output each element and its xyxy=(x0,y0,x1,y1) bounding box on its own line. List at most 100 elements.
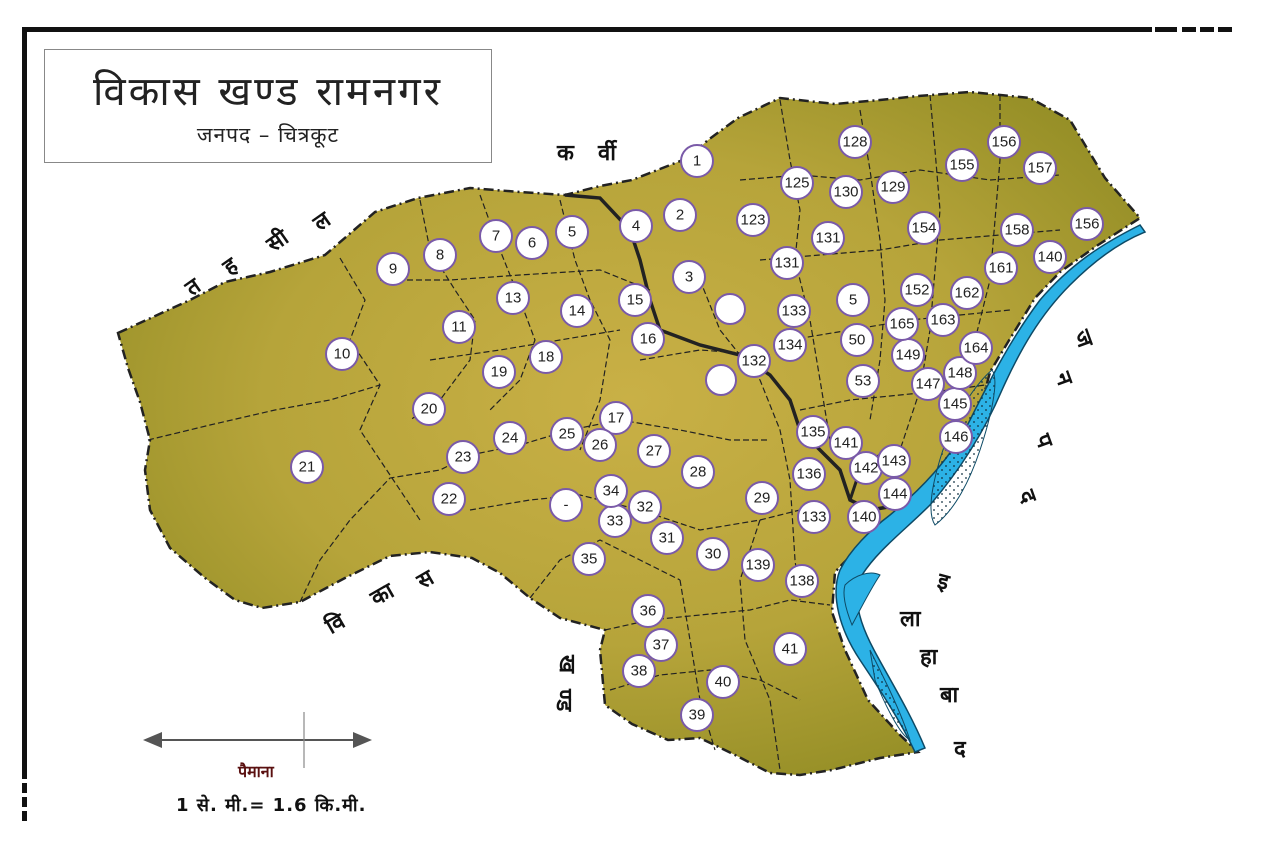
village-number: 2 xyxy=(676,207,684,224)
village-marker-circle xyxy=(560,294,594,328)
village-number: 125 xyxy=(784,175,809,192)
map-frame-dash xyxy=(1182,27,1196,32)
village-number: 134 xyxy=(777,337,802,354)
neighbour-label-northwest: ल xyxy=(308,207,336,237)
village-marker-circle xyxy=(885,307,919,341)
neighbour-label-northwest: ह xyxy=(218,252,244,281)
village-marker-circle xyxy=(796,415,830,449)
village-marker-circle xyxy=(325,337,359,371)
village-number: 144 xyxy=(882,486,907,503)
village-number: 18 xyxy=(538,349,555,366)
village-marker-circle xyxy=(741,548,775,582)
village-marker-circle xyxy=(631,322,665,356)
village-number: 10 xyxy=(334,346,351,363)
village-number: 147 xyxy=(915,376,940,393)
village-number: 140 xyxy=(1037,249,1062,266)
village-marker-circle xyxy=(785,564,819,598)
village-number: 156 xyxy=(1074,216,1099,233)
village-number: 25 xyxy=(559,426,576,443)
village-number: 5 xyxy=(849,292,857,309)
village-number: 3 xyxy=(685,269,693,286)
village-number: 140 xyxy=(851,509,876,526)
map-frame-dash xyxy=(1200,27,1214,32)
map-subtitle: जनपद – चित्रकूट xyxy=(196,123,340,147)
village-number: 5 xyxy=(568,224,576,241)
village-marker-circle xyxy=(878,477,912,511)
neighbour-label-southeast: ला xyxy=(899,607,922,632)
village-marker-circle xyxy=(1070,207,1104,241)
village-marker-circle xyxy=(777,294,811,328)
village-marker-circle xyxy=(423,238,457,272)
village-marker-circle xyxy=(550,417,584,451)
village-marker-circle xyxy=(797,500,831,534)
village-number: 8 xyxy=(436,247,444,264)
village-number: 146 xyxy=(943,429,968,446)
village-marker-circle xyxy=(811,221,845,255)
village-number: 139 xyxy=(745,557,770,574)
village-marker-circle xyxy=(907,211,941,245)
village-marker-circle xyxy=(829,426,863,460)
neighbour-label-east: न xyxy=(1049,368,1077,390)
village-marker-circle xyxy=(945,148,979,182)
village-marker-circle xyxy=(696,537,730,571)
village-marker-circle xyxy=(496,281,530,315)
village-number: 20 xyxy=(421,401,438,418)
village-marker-circle xyxy=(446,440,480,474)
village-number: 36 xyxy=(640,603,657,620)
village-number: 163 xyxy=(930,312,955,329)
village-marker-circle xyxy=(1023,151,1057,185)
village-number: 17 xyxy=(608,410,625,427)
village-marker-circle xyxy=(984,251,1018,285)
village-marker-circle xyxy=(926,303,960,337)
village-marker-circle xyxy=(714,293,746,325)
village-number: 53 xyxy=(855,373,872,390)
village-marker-circle xyxy=(773,632,807,666)
village-number: 129 xyxy=(880,179,905,196)
village-number: 33 xyxy=(607,513,624,530)
village-number: 29 xyxy=(754,490,771,507)
village-marker-circle xyxy=(555,215,589,249)
village-number: 7 xyxy=(492,228,500,245)
village-marker-circle xyxy=(619,209,653,243)
neighbour-label-southeast: इ xyxy=(934,569,953,597)
village-marker-circle xyxy=(622,654,656,688)
village-marker-circle xyxy=(780,166,814,200)
village-number: 31 xyxy=(659,530,676,547)
village-marker-circle xyxy=(1000,213,1034,247)
village-number: 1 xyxy=(693,153,701,170)
title-box: विकास खण्ड रामनगर जनपद – चित्रकूट xyxy=(44,49,492,163)
village-marker-circle xyxy=(736,203,770,237)
village-marker-circle xyxy=(631,594,665,628)
neighbour-label-east: ज xyxy=(1068,326,1098,352)
map-frame-dash xyxy=(22,811,27,821)
village-marker-circle xyxy=(836,283,870,317)
village-marker-circle xyxy=(846,364,880,398)
village-marker-circle xyxy=(644,628,678,662)
village-marker-circle xyxy=(773,328,807,362)
village-number: 164 xyxy=(963,340,988,357)
village-number: 133 xyxy=(801,509,826,526)
village-marker-circle xyxy=(680,144,714,178)
village-number: 133 xyxy=(781,303,806,320)
village-marker-circle xyxy=(599,401,633,435)
village-marker-circle xyxy=(939,420,973,454)
village-number: 40 xyxy=(715,674,732,691)
neighbour-label-east: द xyxy=(1013,486,1041,508)
village-marker-circle xyxy=(594,474,628,508)
village-number: 39 xyxy=(689,707,706,724)
scale-bar xyxy=(143,712,372,768)
village-marker-circle xyxy=(838,125,872,159)
village-number: 38 xyxy=(631,663,648,680)
village-marker-circle xyxy=(680,698,714,732)
village-marker-circle xyxy=(376,252,410,286)
neighbour-label-south: ण्ड xyxy=(551,688,576,712)
neighbour-label-southeast: हा xyxy=(919,645,939,670)
village-marker-circle xyxy=(618,283,652,317)
village-number: 138 xyxy=(789,573,814,590)
village-number: 24 xyxy=(502,430,519,447)
neighbour-label-southeast: द xyxy=(953,737,967,762)
neighbour-label-south: ख xyxy=(554,654,579,674)
village-marker-circle xyxy=(829,175,863,209)
village-number: 50 xyxy=(849,332,866,349)
village-marker-circle xyxy=(628,490,662,524)
